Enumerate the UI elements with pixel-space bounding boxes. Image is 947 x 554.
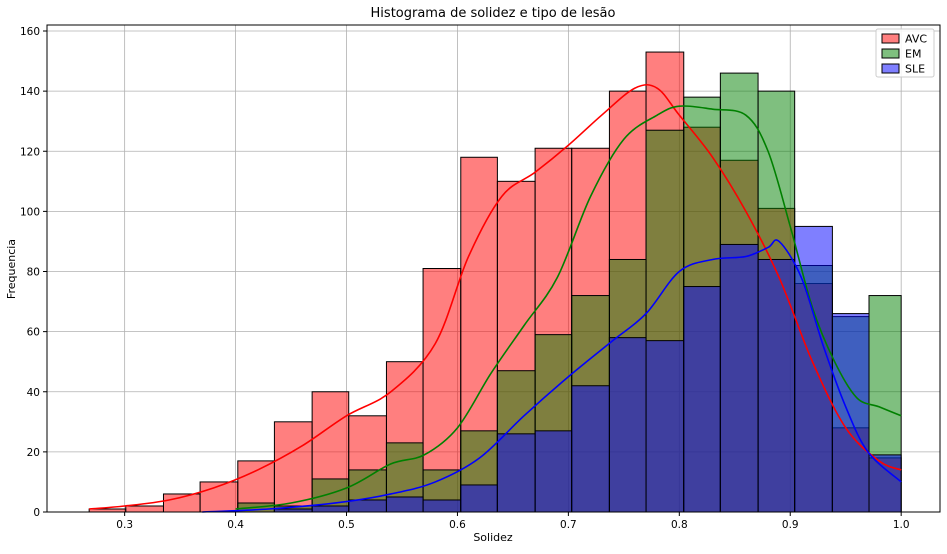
- x-tick-label: 1.0: [893, 519, 910, 531]
- chart-title: Histograma de solidez e tipo de lesão: [371, 6, 616, 21]
- histogram-bar: [719, 243, 759, 513]
- legend-swatch-sle: [881, 63, 900, 74]
- x-tick-label: 0.6: [449, 519, 466, 531]
- histogram-bar: [460, 484, 498, 513]
- histogram-bar: [125, 505, 164, 513]
- histogram-bar: [273, 421, 313, 513]
- kde-curves: [89, 83, 902, 513]
- x-tick-label: 0.5: [338, 519, 355, 531]
- y-tick-label: 160: [20, 26, 40, 38]
- y-tick-label: 80: [27, 267, 40, 279]
- x-axis-label: Solidez: [473, 531, 513, 544]
- x-tick-label: 0.8: [671, 519, 688, 531]
- x-tick-label: 0.9: [782, 519, 799, 531]
- y-tick-label: 40: [27, 387, 40, 399]
- y-axis-label: Frequencia: [5, 239, 18, 299]
- histogram-bar: [534, 430, 573, 513]
- y-tick-label: 100: [20, 206, 40, 218]
- histogram-bar: [385, 496, 424, 513]
- histogram-bar: [683, 286, 721, 513]
- y-tick-label: 120: [20, 146, 40, 158]
- series-sle-bars: [273, 225, 902, 513]
- histogram-bar: [311, 505, 350, 513]
- y-tick-label: 140: [20, 86, 40, 98]
- histogram-bar: [645, 340, 685, 513]
- y-tick-label: 20: [27, 447, 40, 459]
- histogram-bar: [496, 433, 536, 513]
- x-tick-label: 0.7: [560, 519, 577, 531]
- y-tick-label: 0: [33, 507, 40, 519]
- legend-label-em: EM: [905, 48, 921, 61]
- histogram-bar: [199, 481, 239, 513]
- series-avc-kde-line: [89, 83, 902, 510]
- histogram-bar: [794, 225, 833, 513]
- histogram-bar: [348, 499, 387, 513]
- histogram-bar: [868, 454, 902, 513]
- series-em-kde-line: [235, 105, 902, 510]
- x-tick-label: 0.4: [227, 519, 244, 531]
- legend-swatch-em: [881, 48, 900, 59]
- histogram-bar: [757, 258, 796, 513]
- series-sle-kde-line: [202, 239, 902, 513]
- legend-label-sle: SLE: [905, 63, 925, 76]
- plot-frame: [46, 24, 941, 513]
- legend: AVC EM SLE: [875, 28, 935, 78]
- histogram-bar: [422, 499, 462, 513]
- y-tick-label: 60: [27, 327, 40, 339]
- histogram-bar: [571, 385, 610, 513]
- legend-swatch-avc: [881, 33, 900, 44]
- histogram-bar: [608, 337, 647, 513]
- histogram-bars: [88, 51, 902, 513]
- histogram-bar: [831, 313, 870, 513]
- legend-label-avc: AVC: [905, 33, 927, 46]
- x-tick-label: 0.3: [116, 519, 133, 531]
- axes: 0.3 0.4 0.5 0.6 0.7 0.8 0.9 1.0 0 20 40 60 80 100 120 1…: [20, 24, 941, 531]
